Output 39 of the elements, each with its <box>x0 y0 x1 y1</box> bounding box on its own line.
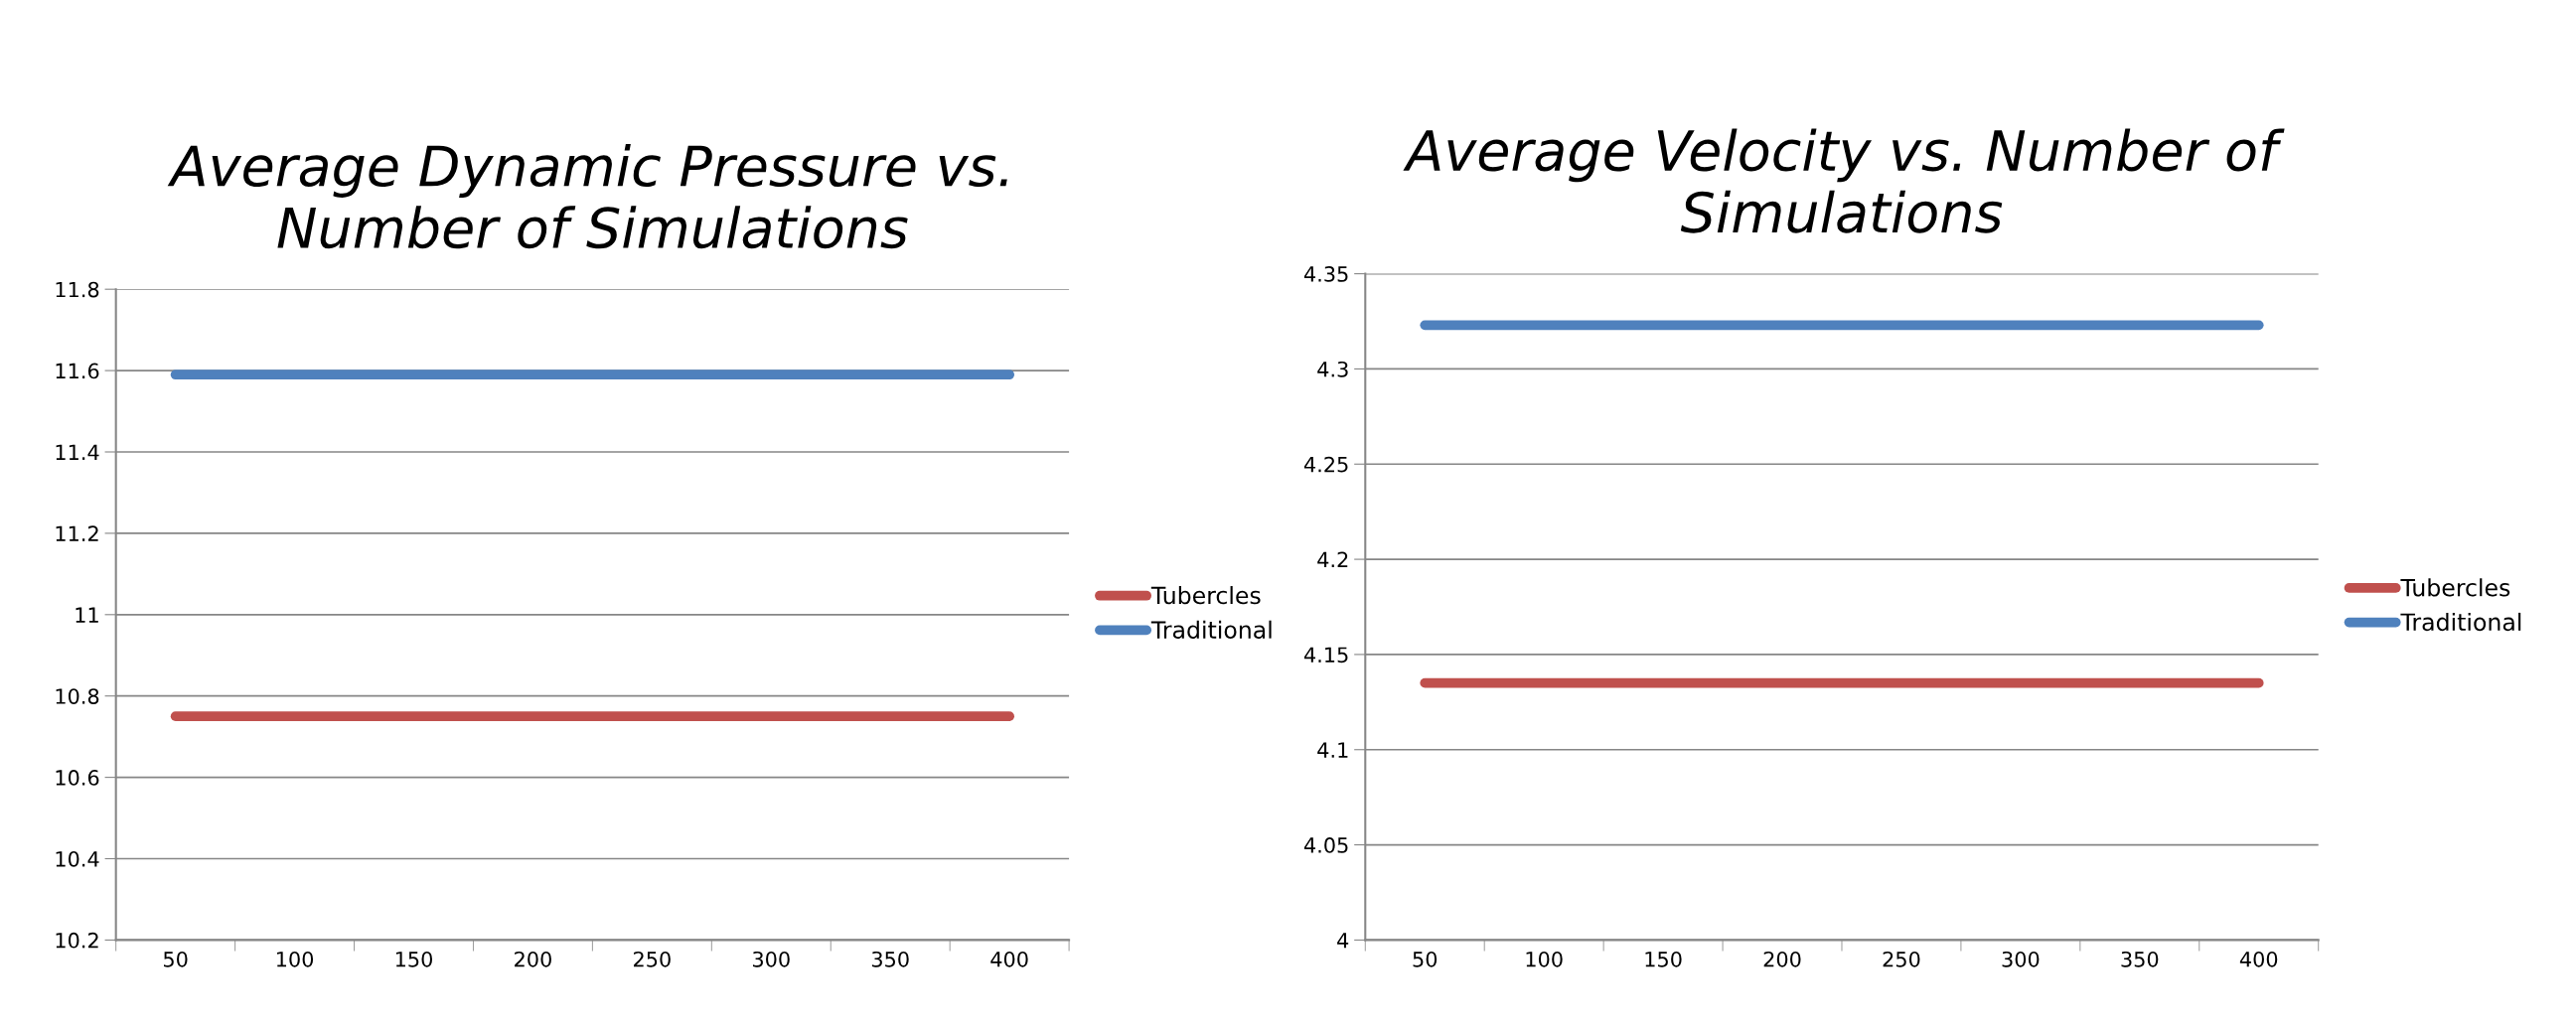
legend-label: Traditional <box>2400 612 2521 632</box>
y-tick-label: 4.3 <box>1317 361 1348 377</box>
y-tick-label: 4.15 <box>1303 647 1348 664</box>
y-tick-label: 10.2 <box>56 932 98 949</box>
chart-title: Average Velocity vs. Number of Simulations <box>1403 128 2285 233</box>
x-tick-label: 200 <box>515 951 551 967</box>
x-tick-label: 250 <box>634 951 671 967</box>
y-tick-label: 4.05 <box>1303 837 1348 853</box>
y-tick-label: 4 <box>1337 933 1349 949</box>
y-tick-label: 4.1 <box>1317 742 1348 758</box>
chart-title: Average Dynamic Pressure vs. Number of Simulations <box>167 144 1007 249</box>
x-tick-label: 100 <box>276 951 314 967</box>
y-tick-label: 11 <box>76 607 98 623</box>
x-tick-label: 350 <box>2121 951 2159 967</box>
y-tick-label: 10.6 <box>56 770 99 786</box>
legend-label: Tubercles <box>2400 578 2510 597</box>
x-tick-label: 400 <box>990 951 1028 967</box>
legend-label: Tubercles <box>1150 586 1261 605</box>
x-tick-label: 100 <box>1526 951 1563 967</box>
y-tick-label: 4.25 <box>1303 456 1348 473</box>
y-tick-label: 4.2 <box>1317 551 1348 567</box>
y-tick-label: 10.4 <box>56 850 99 867</box>
x-tick-label: 300 <box>752 951 790 967</box>
y-tick-label: 11.6 <box>56 363 99 379</box>
legend-label: Traditional <box>1150 620 1272 639</box>
x-tick-label: 350 <box>871 951 909 967</box>
x-tick-label: 300 <box>2002 951 2040 967</box>
y-tick-label: 4.35 <box>1303 266 1348 282</box>
x-tick-label: 150 <box>395 951 432 967</box>
x-tick-label: 250 <box>1883 951 1920 967</box>
x-tick-label: 400 <box>2239 951 2278 967</box>
y-tick-label: 11.2 <box>56 525 98 541</box>
x-tick-label: 50 <box>1413 951 1438 967</box>
x-tick-label: 150 <box>1645 951 1682 967</box>
y-tick-label: 10.8 <box>56 688 99 704</box>
y-tick-label: 11.4 <box>56 444 99 460</box>
x-tick-label: 200 <box>1763 951 1801 967</box>
y-tick-label: 11.8 <box>56 281 99 298</box>
x-tick-label: 50 <box>164 951 188 967</box>
